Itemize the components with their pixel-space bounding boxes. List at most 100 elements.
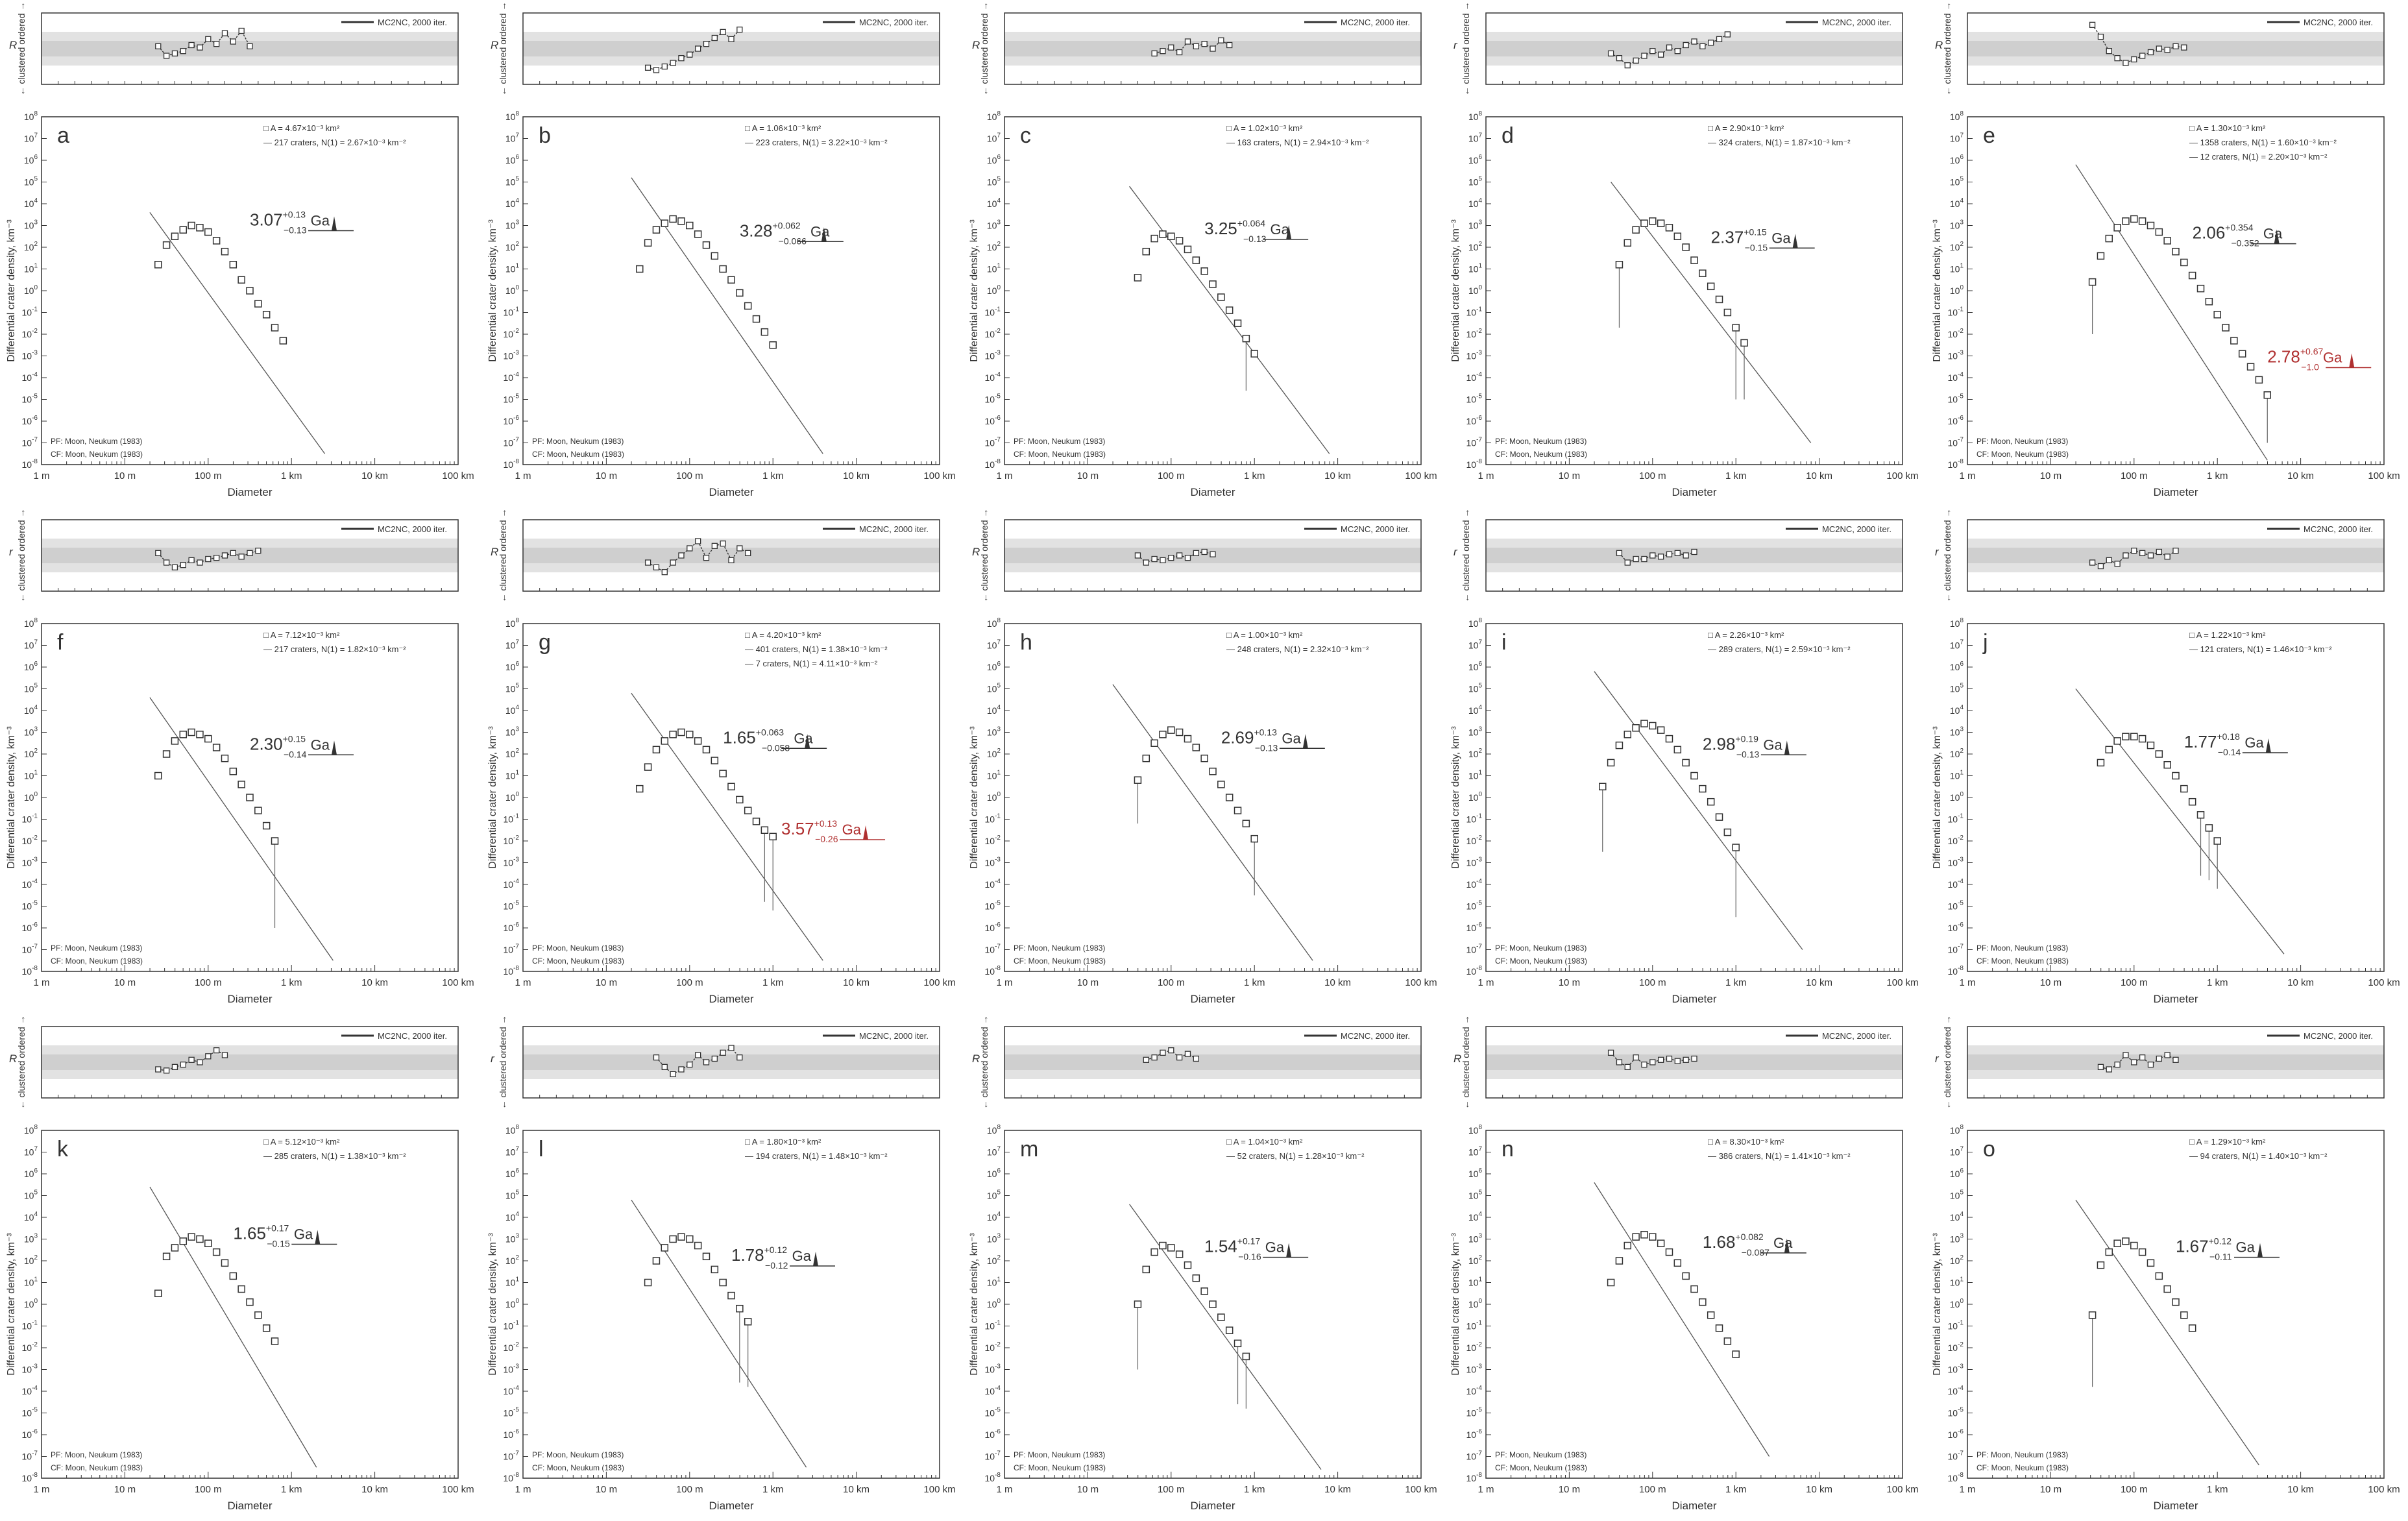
crater-point <box>702 1252 711 1261</box>
r-point <box>197 1059 203 1065</box>
top-legend-text: MC2NC, 2000 iter. <box>2304 18 2373 27</box>
y-tick-label: 10-7 <box>22 437 38 448</box>
legend-entry: — 7 craters, N(1) = 4.11×10⁻³ km⁻² <box>745 659 878 668</box>
r-point <box>2114 1062 2121 1068</box>
y-tick-label: 10-6 <box>504 921 520 933</box>
r-point <box>703 555 710 561</box>
pf-cf-credit: PF: Moon, Neukum (1983) <box>51 437 142 446</box>
x-tick-label: 1 m <box>996 1484 1012 1495</box>
r-point <box>1168 44 1174 51</box>
y-tick-label: 104 <box>987 704 1001 716</box>
y-tick-label: 10-8 <box>1948 1472 1964 1483</box>
top-ylabel: R <box>9 1053 17 1065</box>
crater-point <box>2188 1324 2196 1332</box>
crater-point <box>1175 1250 1184 1258</box>
y-tick-label: 10-3 <box>22 350 38 361</box>
y-tick-label: 102 <box>1950 241 1964 252</box>
x-axis-label: Diameter <box>2154 486 2198 498</box>
y-tick-label: 102 <box>24 1254 38 1266</box>
r-series-line <box>1618 551 1695 563</box>
r-band-inner <box>42 1054 458 1070</box>
y-tick-label: 100 <box>1950 1298 1964 1309</box>
y-tick-label: 10-1 <box>1948 306 1964 318</box>
y-tick-label: 10-4 <box>1466 878 1483 890</box>
top-side-label: ← clustered ordered → <box>979 1016 990 1110</box>
crater-point <box>1615 261 1624 269</box>
legend-entry: — 248 craters, N(1) = 2.32×10⁻³ km⁻² <box>1226 644 1369 654</box>
x-tick-label: 100 km <box>923 1484 955 1495</box>
y-tick-label: 10-8 <box>504 965 520 977</box>
r-point <box>1151 50 1158 56</box>
r-point <box>1657 1056 1664 1063</box>
y-tick-label: 107 <box>505 639 520 651</box>
top-side-label: ← clustered ordered → <box>1461 2 1471 96</box>
r-point <box>1160 557 1166 563</box>
crater-point <box>1209 1300 1217 1308</box>
legend-entry: □ A = 1.22×10⁻³ km² <box>2189 630 2266 640</box>
panel-l-svg: MC2NC, 2000 iter. r ← clustered ordered → 1… <box>487 1016 956 1512</box>
y-tick-label: 108 <box>1950 617 1964 629</box>
crater-point <box>1673 232 1682 240</box>
crater-point <box>2155 750 2163 758</box>
isochron-line <box>149 697 334 961</box>
x-axis-label: Diameter <box>709 1500 754 1512</box>
r-point <box>2106 557 2112 563</box>
panel-m: MC2NC, 2000 iter. R ← clustered ordered → 1… <box>963 1014 1444 1520</box>
y-tick-label: 10-1 <box>1466 306 1483 318</box>
r-point <box>1134 552 1141 559</box>
r-point <box>736 27 743 33</box>
age-label: 1.65+0.17 −0.15 Ga <box>233 1223 313 1249</box>
y-tick-label: 100 <box>1950 284 1964 296</box>
y-tick-label: 10-3 <box>985 350 1001 361</box>
y-axis-label: Differential crater density, km⁻³ <box>969 726 980 869</box>
crater-point <box>2255 376 2263 384</box>
age-histogram-peak <box>1784 1238 1790 1253</box>
y-tick-label: 106 <box>1468 661 1483 672</box>
crater-point <box>179 731 188 738</box>
x-tick-label: 100 m <box>676 1484 703 1495</box>
crater-point <box>154 772 162 780</box>
crater-point <box>262 821 271 830</box>
crater-point <box>2238 350 2246 358</box>
crater-point <box>162 1252 171 1261</box>
crater-point <box>1234 1339 1242 1348</box>
age-label: 1.68+0.082 −0.087 Ga <box>1703 1232 1793 1258</box>
r-point <box>711 542 718 549</box>
x-tick-label: 1 km <box>762 470 784 481</box>
top-plot-frame <box>522 1026 940 1099</box>
x-tick-label: 10 km <box>1324 1484 1351 1495</box>
crater-point <box>1200 267 1208 275</box>
y-tick-label: 10-8 <box>22 458 38 470</box>
panel-g-svg: MC2NC, 2000 iter. R← clustered ordered → 1… <box>487 509 956 1005</box>
r-point <box>155 1066 162 1073</box>
x-tick-label: 100 km <box>1405 1484 1437 1495</box>
y-tick-label: 103 <box>1950 726 1964 738</box>
crater-point <box>1657 219 1665 227</box>
y-axis-label: Differential crater density, km⁻³ <box>6 1233 17 1376</box>
top-legend-text: MC2NC, 2000 iter. <box>378 524 447 534</box>
r-point <box>171 1064 178 1070</box>
y-axis-label: Differential crater density, km⁻³ <box>6 726 17 869</box>
crater-point <box>719 770 727 777</box>
r-point <box>653 67 660 73</box>
r-point <box>2114 55 2121 62</box>
y-tick-label: 10-3 <box>1466 1363 1483 1375</box>
age-histogram-peak <box>2257 1243 2263 1258</box>
y-tick-label: 10-2 <box>1948 1341 1964 1353</box>
crater-point <box>1150 1248 1158 1256</box>
x-axis-label: Diameter <box>1191 486 1235 498</box>
y-tick-label: 108 <box>987 110 1001 122</box>
x-tick-label: 1 m <box>515 1484 531 1495</box>
r-point <box>163 559 170 566</box>
crater-point <box>1599 783 1607 790</box>
r-point <box>2172 43 2179 49</box>
age-label: 3.07+0.13 −0.13 Ga <box>250 210 330 236</box>
pf-cf-credit: CF: Moon, Neukum (1983) <box>1495 956 1587 966</box>
r-point <box>2131 1059 2137 1065</box>
age-histogram-peak <box>1302 734 1308 749</box>
x-tick-label: 1 m <box>996 977 1012 988</box>
crater-point <box>1167 1244 1175 1252</box>
y-tick-label: 105 <box>1468 176 1483 188</box>
x-tick-label: 100 m <box>1639 1484 1666 1495</box>
crater-point <box>1699 1298 1707 1306</box>
